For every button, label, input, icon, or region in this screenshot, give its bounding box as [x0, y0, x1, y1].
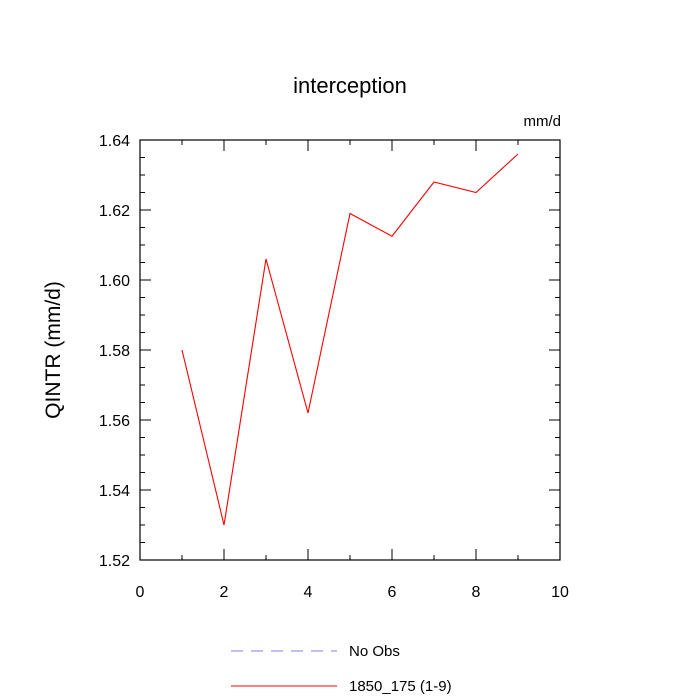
legend-label: 1850_175 (1-9): [349, 678, 452, 695]
y-tick-label: 1.54: [99, 483, 130, 500]
series-line-1: [181, 153, 519, 526]
x-tick-label: 4: [304, 584, 313, 601]
x-tick-label: 0: [136, 584, 145, 601]
plot-series: [181, 153, 519, 526]
x-tick-label: 2: [220, 584, 229, 601]
y-tick-label: 1.62: [99, 203, 130, 220]
y-axis: 1.52 1.54 1.56 1.58 1.60 1.62 1.64: [99, 133, 560, 570]
y-tick-label: 1.58: [99, 343, 130, 360]
y-axis-label: QINTR (mm/d): [42, 281, 65, 419]
y-tick-label: 1.52: [99, 553, 130, 570]
units-label: mm/d: [524, 113, 562, 130]
x-tick-label: 10: [551, 584, 569, 601]
x-tick-label: 8: [472, 584, 481, 601]
y-tick-label: 1.60: [99, 273, 130, 290]
legend-label: No Obs: [349, 643, 400, 660]
y-tick-label: 1.64: [99, 133, 130, 150]
plot-frame: [139, 139, 561, 561]
chart-title: interception: [293, 73, 407, 98]
x-tick-label: 6: [388, 584, 397, 601]
x-axis: 0 2 4 6 8 10: [136, 140, 569, 601]
legend: No Obs 1850_175 (1-9): [231, 643, 452, 695]
y-tick-label: 1.56: [99, 413, 130, 430]
